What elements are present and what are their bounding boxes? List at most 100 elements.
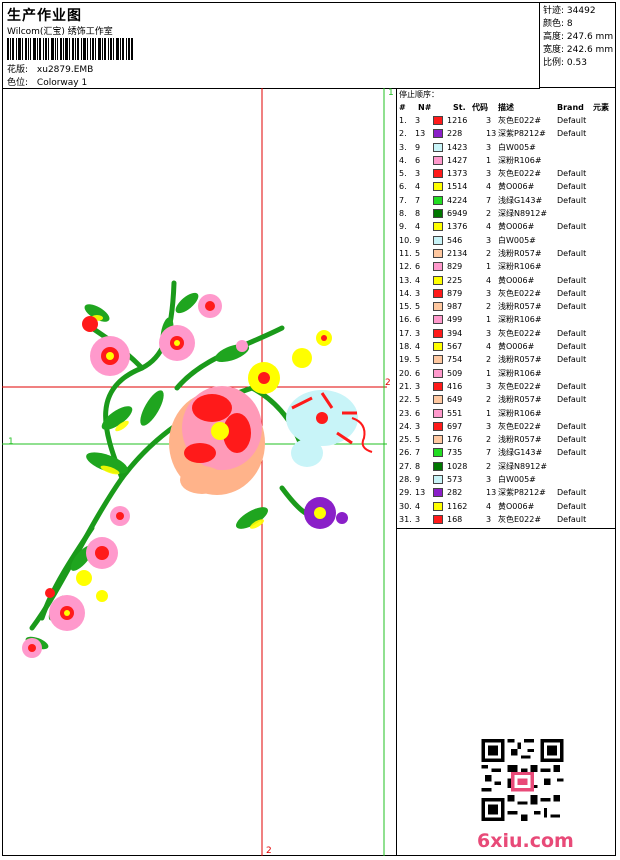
table-row: 4. 6 1427 1 深粉R106#	[398, 154, 616, 167]
row-code: 2	[486, 435, 492, 445]
color-swatch	[433, 435, 443, 445]
row-code: 3	[486, 421, 492, 431]
row-stitches: 1373	[447, 169, 468, 179]
row-stitches: 1162	[447, 501, 468, 511]
color-swatch	[433, 315, 443, 325]
row-description: 浅粉R057#	[498, 302, 542, 312]
row-needle: 9	[415, 142, 421, 152]
row-stitches: 1376	[447, 222, 468, 232]
row-stitches: 987	[447, 302, 463, 312]
row-code: 7	[486, 448, 492, 458]
color-swatch	[433, 342, 443, 352]
row-needle: 6	[415, 368, 421, 378]
row-needle: 3	[415, 421, 421, 431]
color-swatch	[433, 142, 443, 152]
row-brand: Default	[557, 381, 587, 391]
row-needle: 5	[415, 355, 421, 365]
table-header: # N# St. 代码 描述 Brand 元素	[398, 101, 616, 114]
row-needle: 4	[415, 275, 421, 285]
row-needle: 3	[415, 381, 421, 391]
stat-scale: 比例: 0.53	[543, 58, 587, 68]
row-brand: Default	[557, 182, 587, 192]
color-swatch	[433, 288, 443, 298]
row-code: 2	[486, 355, 492, 365]
row-description: 黄O006#	[498, 342, 535, 352]
row-needle: 3	[415, 116, 421, 125]
row-needle: 3	[415, 514, 421, 524]
table-row: 13. 4 225 4 黄O006# Default	[398, 274, 616, 287]
design-file-line: 花版: xu2879.EMB	[7, 62, 93, 75]
row-description: 深粉R106#	[498, 408, 542, 418]
row-brand: Default	[557, 129, 587, 139]
marker-bottom: 2	[266, 846, 272, 856]
row-num: 23.	[399, 408, 412, 418]
color-swatch	[433, 182, 443, 192]
row-code: 1	[486, 155, 492, 165]
color-swatch	[433, 448, 443, 458]
row-needle: 3	[415, 169, 421, 179]
row-num: 7.	[399, 195, 407, 205]
row-num: 3.	[399, 142, 407, 152]
stat-height: 高度: 247.6 mm	[543, 32, 614, 42]
table-caption: 停止顺序：	[399, 90, 439, 99]
row-needle: 6	[415, 315, 421, 325]
row-needle: 13	[415, 488, 426, 498]
row-description: 灰色E022#	[498, 421, 542, 431]
table-row: 14. 3 879 3 灰色E022# Default	[398, 287, 616, 300]
row-description: 黄O006#	[498, 501, 535, 511]
row-brand: Default	[557, 342, 587, 352]
row-description: 深粉R106#	[498, 262, 542, 272]
row-description: 黄O006#	[498, 222, 535, 232]
row-stitches: 735	[447, 448, 463, 458]
row-stitches: 6949	[447, 209, 468, 219]
row-stitches: 168	[447, 514, 463, 524]
color-swatch	[433, 248, 443, 258]
company-name: Wilcom(汇宝) 绣饰工作室	[7, 27, 113, 37]
row-num: 26.	[399, 448, 412, 458]
row-brand: Default	[557, 302, 587, 312]
row-brand: Default	[557, 355, 587, 365]
row-code: 3	[486, 116, 492, 125]
table-row: 22. 5 649 2 浅粉R057# Default	[398, 393, 616, 406]
table-row: 29. 13 282 13 深紫P8212# Default	[398, 486, 616, 499]
row-stitches: 499	[447, 315, 463, 325]
row-code: 2	[486, 461, 492, 471]
row-brand: Default	[557, 514, 587, 524]
marker-top-right: 1	[388, 88, 394, 98]
row-num: 13.	[399, 275, 412, 285]
row-needle: 4	[415, 182, 421, 192]
row-description: 深绿N8912#	[498, 209, 548, 219]
row-needle: 5	[415, 435, 421, 445]
color-swatch	[433, 275, 443, 285]
row-num: 20.	[399, 368, 412, 378]
row-description: 灰色E022#	[498, 116, 542, 125]
color-swatch	[433, 395, 443, 405]
row-num: 6.	[399, 182, 407, 192]
row-code: 2	[486, 395, 492, 405]
row-code: 3	[486, 475, 492, 485]
table-row: 31. 3 168 3 灰色E022# Default	[398, 513, 616, 526]
color-swatch	[433, 169, 443, 179]
row-stitches: 754	[447, 355, 463, 365]
row-num: 21.	[399, 381, 412, 391]
row-description: 浅粉R057#	[498, 435, 542, 445]
table-row: 26. 7 735 7 浅绿G143# Default	[398, 446, 616, 459]
row-stitches: 1028	[447, 461, 468, 471]
row-description: 灰色E022#	[498, 381, 542, 391]
row-stitches: 394	[447, 328, 463, 338]
embroidery-design	[2, 88, 387, 856]
row-num: 11.	[399, 248, 412, 258]
table-row: 27. 8 1028 2 深绿N8912#	[398, 460, 616, 473]
color-swatch	[433, 475, 443, 485]
row-needle: 8	[415, 461, 421, 471]
table-row: 20. 6 509 1 深粉R106#	[398, 367, 616, 380]
row-stitches: 228	[447, 129, 463, 139]
row-needle: 3	[415, 328, 421, 338]
table-row: 2. 13 228 13 深紫P8212# Default	[398, 127, 616, 140]
row-needle: 5	[415, 248, 421, 258]
stop-sequence-table: 停止顺序： # N# St. 代码 描述 Brand 元素 1. 3 1216 3 灰色…	[398, 89, 616, 526]
row-num: 16.	[399, 315, 412, 325]
table-row: 12. 6 829 1 深粉R106#	[398, 260, 616, 273]
row-num: 5.	[399, 169, 407, 179]
color-swatch	[433, 461, 443, 471]
